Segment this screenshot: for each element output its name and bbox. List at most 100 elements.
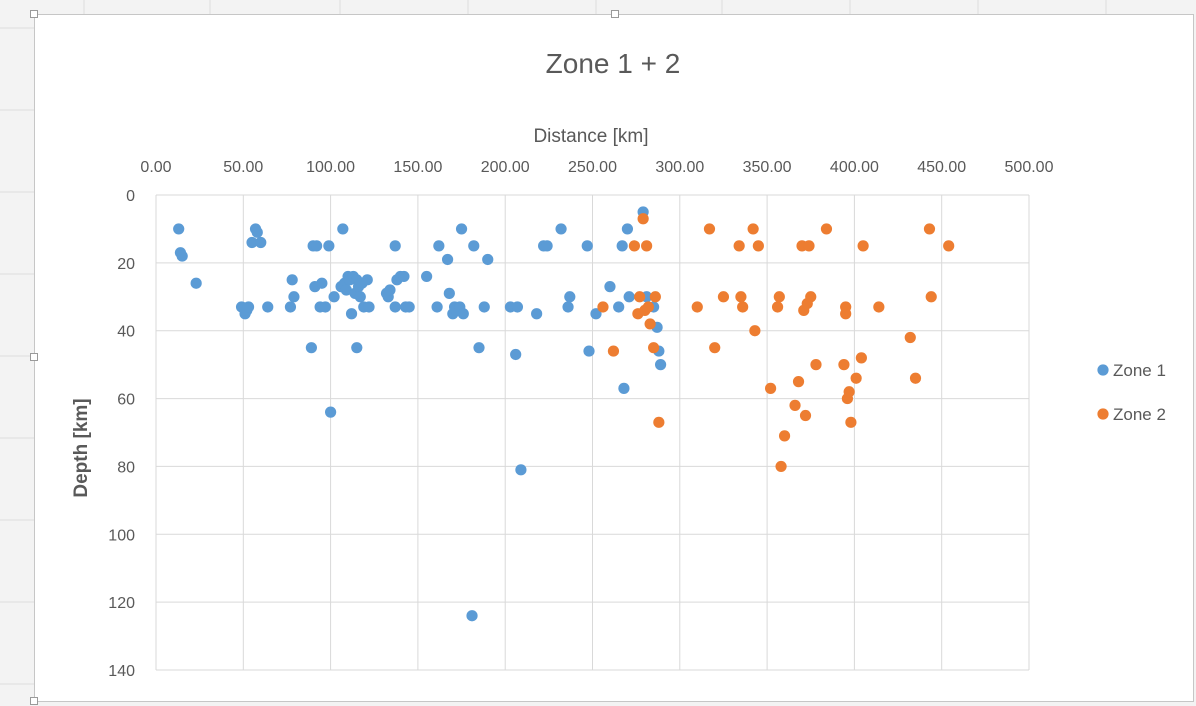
zone-2-point — [747, 223, 759, 235]
zone-1-point — [325, 406, 337, 418]
zone-2-point — [648, 342, 660, 354]
zone-1-legend-marker — [1097, 364, 1109, 376]
zone-2-point — [838, 359, 850, 371]
zone-1-point — [473, 342, 485, 354]
chart-area[interactable]: Zone 1 + 2 Distance [km] Depth [km] 0.00… — [30, 10, 1194, 705]
legend[interactable]: Zone 1 Zone 2 — [1097, 361, 1166, 424]
zone-1-point — [246, 236, 258, 249]
resize-handle-mid-left[interactable] — [30, 353, 38, 361]
zone-1-point — [623, 291, 635, 303]
zone-2-point — [628, 240, 641, 252]
zone-1-point — [515, 464, 527, 476]
zone-1-point — [176, 250, 188, 262]
zone-2-point — [691, 301, 703, 313]
zone-2-point — [778, 430, 791, 442]
zone-1-point — [251, 226, 263, 238]
zone-2-point — [855, 352, 867, 364]
resize-handle-top-center[interactable] — [611, 10, 619, 18]
zone-1-point — [510, 348, 522, 361]
zone-2-point — [642, 301, 654, 313]
zone-2-point — [843, 386, 855, 398]
zone-1-point — [443, 287, 455, 299]
y-tick-label: 80 — [117, 459, 135, 476]
zone-1-point — [468, 240, 480, 252]
x-tick-label: 450.00 — [917, 159, 966, 176]
x-tick-label: 150.00 — [393, 159, 442, 176]
zone-1-point — [316, 277, 328, 289]
x-tick-label: 350.00 — [743, 159, 792, 176]
zone-1-point — [421, 270, 433, 283]
zone-1-point — [354, 291, 366, 303]
zone-1-point — [590, 308, 602, 320]
zone-1-point — [323, 240, 335, 252]
zone-1-point — [604, 281, 616, 293]
zone-2-point — [904, 331, 916, 344]
zone-2-point — [709, 342, 721, 354]
zone-2-point — [775, 460, 787, 473]
zone-1-point — [398, 270, 410, 283]
zone-1-point — [583, 345, 595, 357]
zone-1-point — [384, 284, 396, 296]
zone-1-point — [389, 240, 401, 252]
y-tick-label: 20 — [117, 256, 135, 273]
x-tick-label: 50.00 — [223, 159, 263, 176]
zone-1-point — [255, 236, 267, 249]
zone-1-point — [616, 240, 628, 252]
zone-1-point — [363, 301, 375, 313]
zone-2-point — [820, 223, 833, 235]
y-tick-label: 40 — [117, 324, 135, 341]
zone-1-point — [466, 610, 478, 622]
y-tick-label: 120 — [108, 595, 135, 612]
zone-2-point — [649, 291, 661, 303]
y-tick-label: 60 — [117, 392, 135, 409]
zone-2-point — [607, 345, 620, 357]
zone-1-point — [441, 253, 454, 266]
zone-2-point — [641, 240, 653, 252]
zone-1-point — [340, 284, 352, 296]
x-axis-ticks: 0.00 50.00 100.00 150.00 200.00 250.00 300.00 3… — [140, 159, 1053, 176]
zone-2-point — [840, 308, 852, 320]
zone-1-point — [284, 301, 297, 313]
resize-handle-top-left[interactable] — [30, 10, 38, 18]
zone-2-point — [805, 291, 817, 303]
zone-2-point — [752, 240, 764, 252]
x-tick-label: 400.00 — [830, 159, 879, 176]
zone-1-point — [478, 301, 490, 313]
zone-1-point — [389, 301, 401, 313]
zone-2-point — [749, 325, 761, 337]
zone-1-point — [345, 308, 358, 320]
zone-1-point — [531, 308, 543, 320]
resize-handle-bottom-left[interactable] — [30, 697, 38, 705]
zone-2-point — [799, 409, 812, 422]
zone-1-point — [541, 240, 553, 252]
y-tick-label: 0 — [126, 188, 135, 205]
zone-2-point — [873, 301, 885, 313]
zone-2-point — [771, 301, 784, 313]
x-tick-label: 200.00 — [481, 159, 530, 176]
zone-2-legend-marker — [1097, 408, 1109, 420]
zone-1-point — [351, 342, 363, 354]
zone-1-point — [242, 301, 255, 313]
zone-2-point — [644, 318, 656, 330]
zone-1-point — [361, 274, 373, 286]
zone-2-point — [803, 240, 815, 252]
zone-2-point — [637, 213, 649, 225]
zone-1-point — [319, 301, 331, 313]
x-tick-label: 250.00 — [568, 159, 617, 176]
y-axis-title: Depth [km] — [71, 398, 92, 497]
zone-2-point — [850, 372, 862, 384]
zone-2-point — [845, 416, 857, 428]
zone-2-point — [733, 240, 745, 252]
zone-1-point — [581, 240, 593, 252]
zone-1-point — [286, 274, 298, 286]
zone-1-point — [613, 301, 625, 313]
zone-1-point — [337, 223, 349, 235]
zone-1-point — [511, 301, 524, 313]
x-axis-title: Distance [km] — [533, 126, 648, 147]
zone-1-point — [564, 291, 576, 303]
zone-1-point — [562, 301, 574, 313]
zone-2-point — [773, 291, 785, 303]
plot-gridlines — [155, 194, 1030, 671]
zone-2-point — [925, 291, 937, 303]
